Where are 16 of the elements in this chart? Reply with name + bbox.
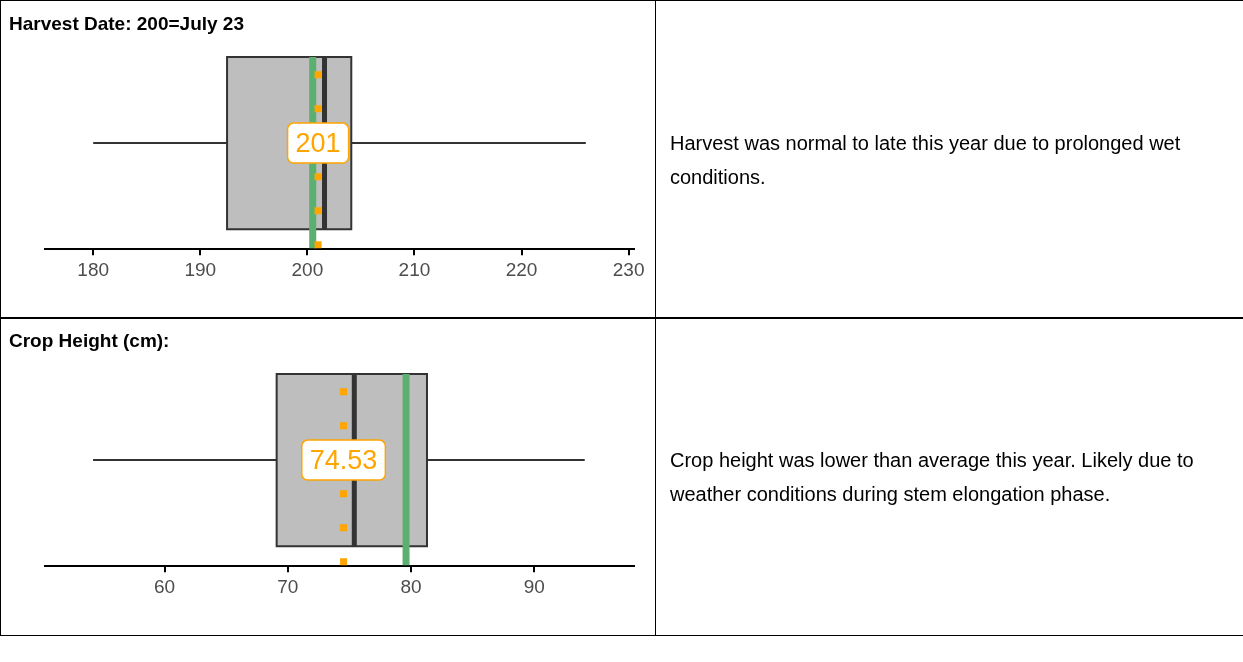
text: Crop height was lower than average this year. Likely due to weather conditions during stem elongation phase. xyxy=(670,447,1195,507)
x-tick-label: 200 xyxy=(291,258,324,280)
x-tick-label: 210 xyxy=(398,258,431,280)
x-tick-label: 70 xyxy=(277,575,299,597)
x-tick-label: 90 xyxy=(523,575,545,597)
chart-title: Harvest Date: 200=July 23 xyxy=(9,13,245,35)
x-tick-label: 190 xyxy=(184,258,217,280)
x-tick-label: 180 xyxy=(77,258,110,280)
x-tick-label: 220 xyxy=(505,258,538,280)
ref-line-label: 201 xyxy=(295,127,341,158)
x-tick-label: 60 xyxy=(153,575,176,597)
x-tick-label: 230 xyxy=(612,258,645,280)
text: Harvest was normal to late this year due to prolonged wet conditions. xyxy=(670,130,1182,190)
x-tick-label: 80 xyxy=(400,575,422,597)
ref-line-label: 74.53 xyxy=(309,444,378,475)
chart-title: Crop Height (cm): xyxy=(9,330,170,352)
